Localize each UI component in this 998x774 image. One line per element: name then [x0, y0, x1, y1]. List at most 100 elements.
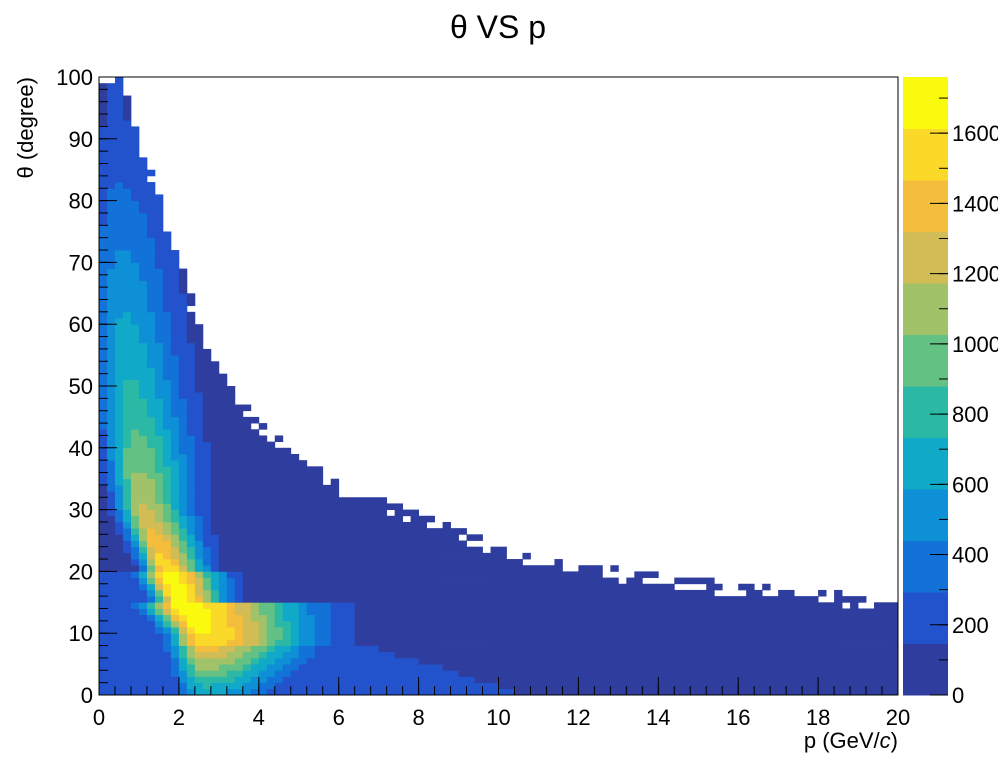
heatmap-cell: [362, 497, 372, 504]
heatmap-cell: [146, 311, 156, 319]
heatmap-cell: [306, 583, 316, 591]
heatmap-cell: [858, 651, 867, 659]
heatmap-cell: [498, 583, 507, 591]
heatmap-cell: [762, 657, 771, 665]
heatmap-cell: [706, 614, 715, 622]
heatmap-cell: [314, 472, 324, 480]
heatmap-cell: [842, 651, 851, 659]
heatmap-cell: [162, 367, 172, 375]
heatmap-cell: [146, 305, 156, 313]
heatmap-cell: [586, 571, 595, 578]
heatmap-cell: [218, 429, 228, 436]
heatmap-cell: [810, 682, 819, 690]
heatmap-cell: [99, 447, 108, 455]
heatmap-cell: [170, 664, 180, 671]
heatmap-cell: [314, 670, 324, 677]
heatmap-cell: [146, 441, 156, 449]
heatmap-cell: [194, 491, 204, 498]
heatmap-cell: [394, 583, 404, 591]
heatmap-cell: [362, 602, 372, 609]
heatmap-cell: [122, 664, 132, 671]
heatmap-cell: [290, 608, 300, 616]
heatmap-cell: [162, 342, 172, 350]
heatmap-cell: [466, 682, 475, 690]
heatmap-cell: [210, 571, 220, 578]
heatmap-cell: [210, 423, 220, 430]
heatmap-cell: [322, 608, 332, 616]
heatmap-cell: [362, 503, 372, 510]
heatmap-cell: [834, 645, 843, 653]
heatmap-cell: [338, 688, 348, 696]
heatmap-cell: [738, 670, 747, 677]
heatmap-cell: [194, 472, 204, 480]
heatmap-cell: [498, 596, 507, 603]
heatmap-cell: [810, 633, 819, 640]
heatmap-cell: [530, 577, 539, 585]
heatmap-cell: [466, 651, 475, 659]
heatmap-cell: [234, 602, 244, 609]
heatmap-cell: [130, 262, 140, 269]
heatmap-cell: [210, 602, 220, 609]
heatmap-cell: [194, 589, 204, 597]
heatmap-cell: [266, 447, 276, 455]
heatmap-cell: [138, 651, 148, 659]
heatmap-cell: [170, 379, 180, 387]
heatmap-cell: [434, 645, 443, 653]
heatmap-cell: [498, 565, 507, 572]
heatmap-cell: [586, 596, 595, 603]
heatmap-cell: [114, 596, 124, 603]
heatmap-cell: [506, 596, 515, 603]
heatmap-cell: [274, 466, 284, 473]
heatmap-cell: [122, 151, 132, 158]
heatmap-cell: [250, 559, 260, 566]
heatmap-cell: [602, 608, 611, 616]
heatmap-cell: [418, 540, 427, 548]
heatmap-cell: [122, 200, 132, 208]
heatmap-cell: [99, 552, 108, 560]
heatmap-cell: [274, 453, 284, 461]
heatmap-cell: [482, 657, 491, 665]
heatmap-cell: [242, 466, 252, 473]
heatmap-cell: [274, 559, 284, 566]
heatmap-cell: [314, 552, 324, 560]
heatmap-cell: [106, 120, 116, 127]
heatmap-cell: [682, 651, 691, 659]
heatmap-cell: [594, 577, 603, 585]
heatmap-cell: [170, 491, 180, 498]
heatmap-cell: [186, 571, 196, 578]
heatmap-cell: [338, 589, 348, 597]
heatmap-cell: [114, 565, 124, 572]
heatmap-cell: [162, 602, 172, 609]
heatmap-cell: [178, 682, 188, 690]
heatmap-cell: [234, 682, 244, 690]
heatmap-cell: [298, 509, 308, 517]
heatmap-cell: [442, 651, 451, 659]
heatmap-cell: [282, 596, 292, 603]
heatmap-cell: [138, 664, 148, 671]
heatmap-cell: [114, 194, 124, 201]
heatmap-cell: [546, 651, 555, 659]
heatmap-cell: [682, 577, 691, 585]
heatmap-cell: [666, 639, 675, 646]
heatmap-cell: [306, 577, 316, 585]
heatmap-cell: [138, 670, 148, 677]
heatmap-cell: [114, 447, 124, 455]
heatmap-cell: [122, 293, 132, 300]
heatmap-cell: [570, 682, 579, 690]
heatmap-cell: [562, 608, 571, 616]
heatmap-cell: [386, 589, 396, 597]
heatmap-cell: [258, 565, 268, 572]
heatmap-cell: [114, 392, 124, 399]
heatmap-cell: [458, 528, 467, 535]
heatmap-cell: [99, 336, 108, 344]
heatmap-cell: [146, 348, 156, 356]
heatmap-cell: [106, 657, 116, 665]
heatmap-cell: [418, 664, 427, 671]
heatmap-cell: [546, 676, 555, 684]
heatmap-cell: [218, 688, 228, 696]
heatmap-cell: [818, 688, 827, 696]
heatmap-cell: [226, 633, 236, 640]
heatmap-cell: [146, 423, 156, 430]
heatmap-cell: [154, 466, 164, 473]
heatmap-cell: [834, 651, 843, 659]
